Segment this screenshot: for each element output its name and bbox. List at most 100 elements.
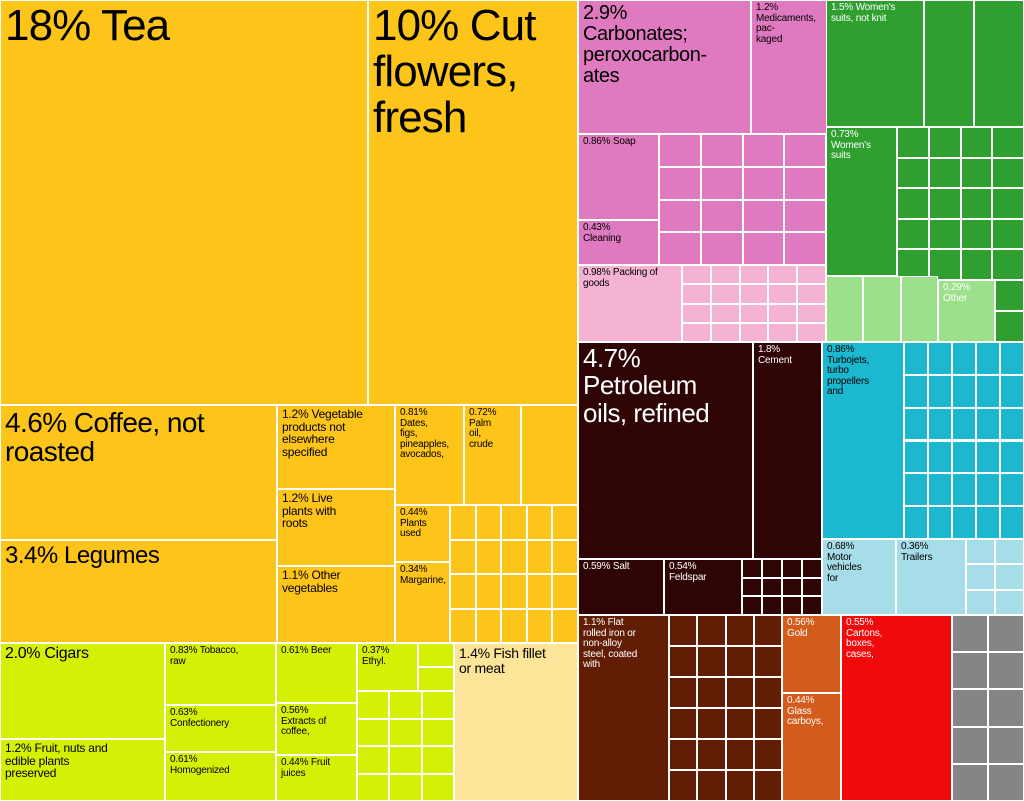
treemap-cell-small bbox=[995, 564, 1024, 590]
treemap-cell-small bbox=[526, 539, 553, 574]
treemap-cell-small bbox=[659, 166, 701, 200]
treemap-cell-small bbox=[952, 407, 976, 441]
treemap-label-packing: 0.98% Packing of goods bbox=[583, 267, 658, 289]
treemap-cell-small bbox=[697, 615, 726, 646]
treemap-cell-small bbox=[974, 0, 1024, 127]
treemap-cell-small bbox=[995, 280, 1024, 311]
treemap-cell-small bbox=[1000, 506, 1024, 539]
treemap-cell-small bbox=[753, 677, 782, 708]
treemap-cell-feldspar: 0.54% Feldspar bbox=[664, 559, 742, 615]
treemap-cell-small bbox=[710, 322, 740, 342]
treemap-cell-liveplants: 1.2% Live plants with roots bbox=[277, 489, 395, 566]
treemap-cell-small bbox=[700, 166, 743, 200]
treemap-cell-gold: 0.56% Gold bbox=[782, 615, 841, 693]
treemap-cell-small bbox=[682, 322, 711, 342]
treemap-cell-beer: 0.61% Beer bbox=[276, 643, 357, 703]
treemap-label-legumes: 3.4% Legumes bbox=[5, 542, 160, 569]
treemap-cell-small bbox=[552, 608, 578, 643]
treemap-cell-small bbox=[1000, 440, 1024, 474]
treemap-cell-small bbox=[928, 407, 952, 441]
treemap-cell-small bbox=[976, 506, 1000, 539]
treemap-cell-small bbox=[357, 718, 390, 746]
treemap-cell-carbonates: 2.9% Carbonates; peroxocarbon- ates bbox=[578, 0, 751, 134]
treemap-cell-small bbox=[682, 265, 711, 285]
treemap-cell-small bbox=[988, 652, 1024, 690]
treemap-cell-small bbox=[797, 303, 826, 323]
treemap-cell-small bbox=[960, 188, 993, 219]
treemap-cell-tea: 18% Tea bbox=[0, 0, 368, 405]
treemap-cell-small bbox=[863, 276, 901, 342]
treemap-cell-small bbox=[928, 188, 961, 219]
treemap-cell-othervegetables: 1.1% Other vegetables bbox=[277, 566, 395, 643]
treemap-cell-small bbox=[682, 284, 711, 304]
treemap-label-vegproducts: 1.2% Vegetable products not elsewhere sp… bbox=[282, 407, 363, 459]
treemap-cell-confectionery: 0.63% Confectionery bbox=[165, 705, 276, 752]
treemap-cell-small bbox=[753, 646, 782, 677]
treemap-cell-small bbox=[669, 615, 698, 646]
treemap-cell-cement: 1.8% Cement bbox=[753, 342, 822, 559]
treemap-cell-fishfillet: 1.4% Fish fillet or meat bbox=[454, 643, 578, 801]
treemap-cell-small bbox=[1000, 473, 1024, 507]
treemap-cell-small bbox=[960, 127, 993, 158]
treemap-cell-palmoil: 0.72% Palm oil, crude bbox=[464, 405, 521, 505]
treemap-cell-small bbox=[966, 539, 995, 565]
treemap-cell-small bbox=[904, 374, 928, 408]
treemap-cell-small bbox=[697, 677, 726, 708]
treemap-cell-small bbox=[669, 708, 698, 739]
treemap-cell-small bbox=[753, 708, 782, 739]
treemap-cell-small bbox=[526, 505, 553, 540]
treemap-cell-small bbox=[389, 746, 422, 774]
treemap-cell-small bbox=[659, 199, 701, 233]
treemap-label-homogenized: 0.61% Homogenized bbox=[170, 754, 230, 776]
treemap-cell-small bbox=[897, 249, 929, 280]
treemap-cell-small bbox=[992, 127, 1024, 158]
treemap-cell-coffee: 4.6% Coffee, not roasted bbox=[0, 405, 277, 540]
treemap-cell-small bbox=[924, 0, 974, 127]
treemap-cell-small bbox=[995, 311, 1024, 342]
treemap-cell-small bbox=[784, 134, 826, 167]
treemap-cell-small bbox=[976, 473, 1000, 507]
treemap-cell-small bbox=[992, 157, 1024, 189]
treemap-cell-small bbox=[1000, 374, 1024, 408]
treemap-cell-medicaments: 1.2% Medicaments, pac- kaged bbox=[751, 0, 827, 134]
treemap-cell-small bbox=[782, 559, 802, 578]
treemap-cell-small bbox=[897, 157, 929, 189]
treemap-cell-small bbox=[928, 249, 961, 280]
treemap-cell-small bbox=[988, 615, 1024, 653]
treemap-cell-small bbox=[952, 506, 976, 539]
treemap-cell-small bbox=[784, 232, 826, 265]
treemap-label-trailers: 0.36% Trailers bbox=[901, 541, 933, 563]
treemap-cell-small bbox=[762, 559, 782, 578]
treemap-cell-small bbox=[928, 440, 952, 474]
treemap-cell-small bbox=[904, 342, 928, 375]
treemap-cell-small bbox=[797, 284, 826, 304]
treemap-cell-small bbox=[768, 322, 798, 342]
treemap-label-cleaning: 0.43% Cleaning bbox=[583, 222, 621, 244]
treemap-cell-small bbox=[725, 770, 754, 801]
treemap-cell-small bbox=[928, 157, 961, 189]
treemap-label-coffee: 4.6% Coffee, not roasted bbox=[5, 407, 205, 468]
treemap-cell-small bbox=[992, 249, 1024, 280]
treemap-cell-small bbox=[782, 577, 802, 597]
treemap-cell-small bbox=[988, 763, 1024, 801]
treemap-cell-small bbox=[739, 265, 769, 285]
treemap-cell-small bbox=[725, 677, 754, 708]
treemap-cell-small bbox=[739, 284, 769, 304]
treemap-cell-small bbox=[501, 505, 527, 540]
treemap-cell-small bbox=[960, 249, 993, 280]
treemap-cell-small bbox=[421, 773, 454, 801]
treemap-cell-small bbox=[753, 739, 782, 770]
treemap-cell-small bbox=[552, 505, 578, 540]
treemap-cell-small bbox=[725, 615, 754, 646]
treemap-cell-ethyl: 0.37% Ethyl. bbox=[357, 643, 418, 691]
treemap-cell-small bbox=[762, 577, 782, 597]
treemap-label-plantsused: 0.44% Plants used bbox=[400, 507, 428, 539]
treemap-label-soap: 0.86% Soap bbox=[583, 136, 636, 147]
treemap-cell-small bbox=[900, 276, 938, 342]
treemap-cell-small bbox=[992, 218, 1024, 250]
treemap-cell-small bbox=[450, 539, 476, 574]
treemap-label-salt: 0.59% Salt bbox=[583, 561, 630, 572]
treemap-cell-small bbox=[952, 473, 976, 507]
treemap-cell-small bbox=[904, 407, 928, 441]
treemap-cell-small bbox=[928, 342, 952, 375]
